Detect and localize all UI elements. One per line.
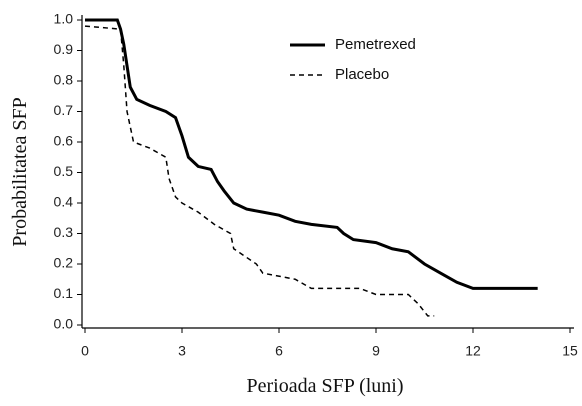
y-tick-label: 0.7 [54,102,74,118]
x-tick-label: 9 [372,343,380,359]
y-tick-label: 0.2 [54,255,74,271]
legend-label: Pemetrexed [335,36,416,53]
y-tick-label: 0.1 [54,285,74,301]
y-tick-label: 0.6 [54,133,74,149]
y-tick-label: 0.9 [54,41,74,57]
x-axis-label: Perioada SFP (luni) [246,375,403,397]
series-line [85,18,538,290]
y-tick-label: 0.0 [54,316,74,332]
y-tick-label: 1.0 [54,11,74,27]
y-tick-label: 0.5 [54,163,74,179]
x-tick-label: 12 [465,343,481,359]
x-tick-label: 6 [275,343,283,359]
x-tick-label: 15 [562,343,578,359]
y-axis-label: Probabilitatea SFP [9,97,31,246]
series-line [84,25,435,317]
y-tick-label: 0.8 [54,72,74,88]
y-tick-label: 0.3 [54,224,74,240]
y-tick-label: 0.4 [54,194,74,210]
x-tick-label: 0 [81,343,89,359]
x-tick-label: 3 [178,343,186,359]
legend-label: Placebo [335,66,389,83]
